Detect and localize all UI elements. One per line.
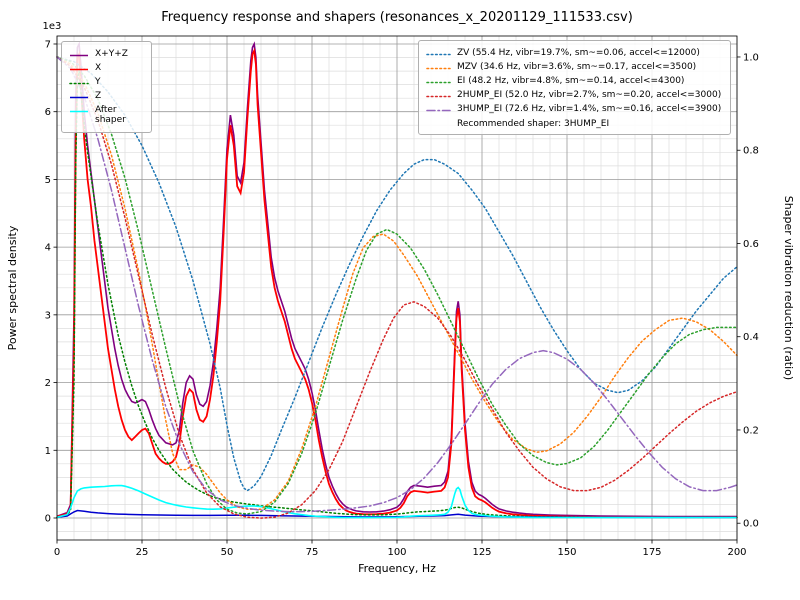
svg-text:150: 150: [557, 547, 576, 558]
legend-right: ZV (55.4 Hz, vibr=19.7%, sm~=0.06, accel…: [418, 40, 732, 135]
legend-line-sample: [69, 82, 89, 85]
legend-left: X+Y+Z X Y Z After shaper: [61, 41, 152, 133]
series-x: [56, 47, 737, 519]
series-2hump_ei: [56, 56, 738, 519]
series-ei: [56, 56, 738, 515]
legend-item-label: MZV (34.6 Hz, vibr=3.6%, sm~=0.17, accel…: [457, 62, 697, 72]
svg-text:0: 0: [54, 547, 60, 558]
psd-legend-rows: X+Y+Z X Y Z After shaper: [69, 49, 143, 126]
legend-item: X: [69, 63, 143, 75]
legend-item: After shaper: [69, 105, 143, 126]
series-after: [56, 484, 737, 519]
legend-item-label: After shaper: [95, 105, 126, 126]
svg-text:1.0: 1.0: [743, 52, 759, 63]
legend-line-sample: [426, 81, 451, 84]
svg-text:0.0: 0.0: [743, 519, 759, 530]
legend-item: ZV (55.4 Hz, vibr=19.7%, sm~=0.06, accel…: [426, 48, 721, 60]
axis-ticks: 0 25 50 75 100 125 150 175 200 0 1 2 3 4 5 6 7 0.0 0.2 0.4 0…: [45, 39, 759, 558]
series-3hump_ei: [56, 56, 738, 513]
shaper-legend-rows: ZV (55.4 Hz, vibr=19.7%, sm~=0.06, accel…: [426, 48, 721, 116]
legend-line-sample: [426, 53, 451, 56]
y-axis-label-right: Shaper vibration reduction (ratio): [782, 196, 795, 380]
svg-text:3: 3: [45, 310, 51, 321]
y-axis-label-left: Power spectral density: [6, 225, 19, 350]
svg-text:1: 1: [45, 446, 51, 457]
legend-item-label: ZV (55.4 Hz, vibr=19.7%, sm~=0.06, accel…: [457, 48, 700, 58]
svg-text:200: 200: [727, 547, 746, 558]
svg-text:0.4: 0.4: [743, 332, 759, 343]
legend-item-label: X+Y+Z: [95, 49, 128, 59]
legend-item: EI (48.2 Hz, vibr=4.8%, sm~=0.14, accel<…: [426, 76, 721, 88]
svg-text:2: 2: [45, 378, 51, 389]
series-zv: [56, 56, 738, 492]
legend-item: 3HUMP_EI (72.6 Hz, vibr=1.4%, sm~=0.16, …: [426, 104, 721, 116]
legend-item: X+Y+Z: [69, 49, 143, 61]
svg-text:0.8: 0.8: [743, 146, 759, 157]
svg-text:50: 50: [221, 547, 234, 558]
recommended-shaper-text: Recommended shaper: 3HUMP_EI: [457, 119, 610, 129]
legend-item: Z: [69, 91, 143, 103]
axis-offset-text: 1e3: [43, 21, 62, 32]
svg-text:125: 125: [472, 547, 491, 558]
legend-line-sample: [70, 110, 88, 113]
legend-item-label: X: [95, 63, 102, 73]
svg-text:4: 4: [45, 243, 51, 254]
x-axis-label: Frequency, Hz: [358, 562, 436, 575]
plot-area: 0 25 50 75 100 125 150 175 200 0 1 2 3 4 5 6 7 0.0 0.2 0.4 0…: [45, 35, 759, 558]
legend-line-sample: [426, 67, 451, 70]
series-z: [56, 509, 738, 519]
svg-text:100: 100: [387, 547, 406, 558]
legend-line-sample: [70, 54, 88, 57]
legend-line-sample: [426, 109, 451, 112]
svg-text:6: 6: [45, 107, 51, 118]
legend-item: Y: [69, 77, 143, 89]
legend-item-label: Y: [95, 77, 101, 87]
legend-line-sample: [426, 95, 451, 98]
legend-item: 2HUMP_EI (52.0 Hz, vibr=2.7%, sm~=0.20, …: [426, 90, 721, 102]
legend-line-sample: [70, 96, 88, 99]
svg-text:75: 75: [306, 547, 319, 558]
svg-text:0.2: 0.2: [743, 425, 759, 436]
svg-text:7: 7: [45, 39, 51, 50]
legend-item: MZV (34.6 Hz, vibr=3.6%, sm~=0.17, accel…: [426, 62, 721, 74]
legend-item-label: 2HUMP_EI (52.0 Hz, vibr=2.7%, sm~=0.20, …: [457, 90, 722, 100]
legend-item-label: 3HUMP_EI (72.6 Hz, vibr=1.4%, sm~=0.16, …: [457, 104, 722, 114]
svg-text:175: 175: [642, 547, 661, 558]
svg-text:0.6: 0.6: [743, 239, 759, 250]
svg-text:0: 0: [45, 513, 51, 524]
legend-line-sample: [70, 68, 88, 71]
legend-item-label: Z: [95, 91, 102, 101]
series-group: [56, 41, 738, 519]
svg-text:5: 5: [45, 175, 51, 186]
legend-item-label: EI (48.2 Hz, vibr=4.8%, sm~=0.14, accel<…: [457, 76, 685, 86]
chart-title: Frequency response and shapers (resonanc…: [161, 10, 633, 25]
svg-text:25: 25: [136, 547, 149, 558]
